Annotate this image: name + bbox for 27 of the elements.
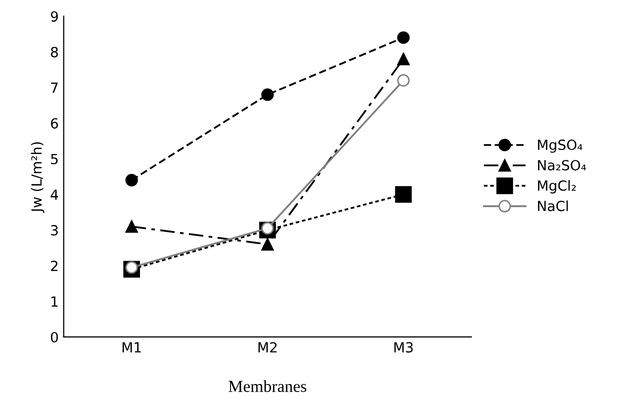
- point: [261, 88, 274, 101]
- y-tick-label: 7: [51, 82, 58, 93]
- y-tick-label: 9: [50, 11, 58, 22]
- y-tick-label: 3: [51, 225, 58, 236]
- point: [395, 186, 412, 203]
- legend-label: MgCl₂: [538, 180, 576, 194]
- point: [397, 31, 410, 44]
- legend-label: MgSO₄: [538, 140, 582, 153]
- x-tick-label: M1: [122, 342, 141, 352]
- y-tick-label: 0: [50, 332, 58, 342]
- y-tick-label: 4: [50, 190, 58, 200]
- legend-label: NaCl: [538, 200, 568, 212]
- x-tick-label: M2: [258, 342, 277, 352]
- y-tick-label: 6: [50, 118, 58, 129]
- y-tick-label: 8: [50, 46, 58, 58]
- x-axis-title: Membranes: [228, 380, 306, 392]
- y-tick-label: 2: [51, 260, 58, 271]
- y-axis-title: Jw (L/m²h): [31, 142, 44, 213]
- point: [125, 220, 138, 233]
- point: [125, 174, 138, 186]
- y-tick-label: 1: [52, 296, 58, 307]
- point: [261, 238, 274, 251]
- y-tick-label: 5: [51, 154, 58, 164]
- x-tick-label: M3: [394, 342, 413, 353]
- legend-label: Na₂SO₄: [538, 160, 586, 170]
- point: [397, 52, 410, 66]
- point: [397, 74, 410, 87]
